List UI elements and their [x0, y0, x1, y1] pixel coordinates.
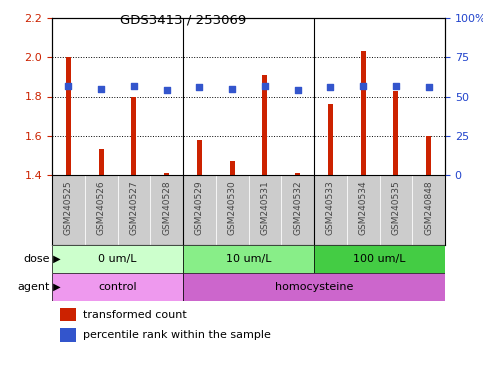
Bar [183, 175, 216, 245]
Bar [426, 136, 431, 175]
Bar [216, 175, 248, 245]
Bar [281, 175, 314, 245]
Bar [117, 175, 150, 245]
Text: GSM240526: GSM240526 [97, 180, 106, 235]
Text: GSM240528: GSM240528 [162, 180, 171, 235]
Text: GSM240525: GSM240525 [64, 180, 73, 235]
Point [261, 83, 269, 89]
Text: 10 um/L: 10 um/L [226, 254, 271, 264]
Bar [380, 175, 412, 245]
Text: GSM240531: GSM240531 [260, 180, 270, 235]
Text: 0 um/L: 0 um/L [98, 254, 137, 264]
Text: GSM240527: GSM240527 [129, 180, 138, 235]
Text: ▶: ▶ [50, 254, 60, 264]
Bar [52, 175, 85, 245]
Point [65, 83, 72, 89]
Bar [131, 96, 136, 175]
Point [228, 86, 236, 92]
Text: homocysteine: homocysteine [275, 282, 353, 292]
Bar [412, 175, 445, 245]
Bar [66, 57, 71, 175]
Bar [347, 175, 380, 245]
Bar [197, 140, 202, 175]
Bar [361, 51, 366, 175]
Bar [60, 328, 75, 341]
Text: dose: dose [23, 254, 50, 264]
Bar [328, 104, 333, 175]
Bar [150, 175, 183, 245]
Bar [295, 173, 300, 175]
Point [163, 87, 170, 93]
Bar [183, 273, 445, 301]
Bar [52, 273, 183, 301]
Point [359, 83, 367, 89]
Point [294, 87, 301, 93]
Bar [230, 161, 235, 175]
Bar [262, 75, 267, 175]
Bar [314, 245, 445, 273]
Bar [164, 173, 169, 175]
Point [327, 84, 334, 90]
Text: GSM240848: GSM240848 [424, 180, 433, 235]
Bar [85, 175, 117, 245]
Bar [183, 245, 314, 273]
Text: GSM240530: GSM240530 [227, 180, 237, 235]
Bar [314, 175, 347, 245]
Point [130, 83, 138, 89]
Text: GDS3413 / 253069: GDS3413 / 253069 [120, 13, 247, 26]
Text: GSM240534: GSM240534 [358, 180, 368, 235]
Text: 100 um/L: 100 um/L [353, 254, 406, 264]
Point [196, 84, 203, 90]
Bar [394, 91, 398, 175]
Bar [99, 149, 103, 175]
Point [425, 84, 432, 90]
Text: GSM240529: GSM240529 [195, 180, 204, 235]
Bar [52, 245, 183, 273]
Text: agent: agent [17, 282, 50, 292]
Text: GSM240535: GSM240535 [391, 180, 400, 235]
Point [97, 86, 105, 92]
Text: ▶: ▶ [50, 282, 60, 292]
Bar [248, 175, 281, 245]
Text: percentile rank within the sample: percentile rank within the sample [84, 330, 271, 340]
Text: transformed count: transformed count [84, 310, 187, 319]
Point [392, 83, 400, 89]
Bar [60, 308, 75, 321]
Text: GSM240533: GSM240533 [326, 180, 335, 235]
Text: GSM240532: GSM240532 [293, 180, 302, 235]
Text: control: control [98, 282, 137, 292]
